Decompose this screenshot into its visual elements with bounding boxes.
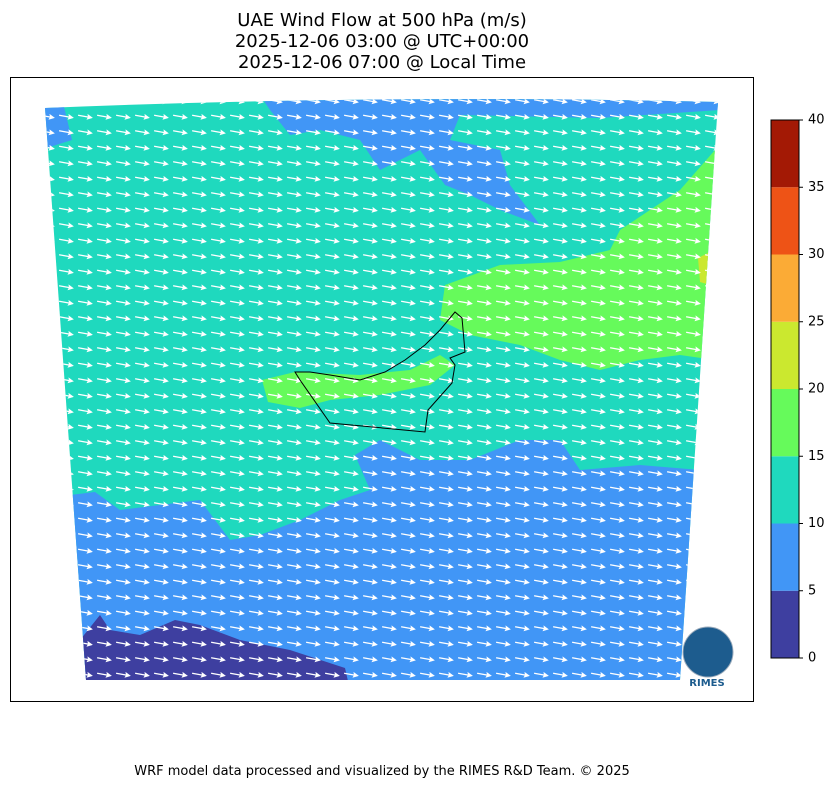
colorbar-tick-label: 5 <box>808 583 816 598</box>
colorbar-segment <box>771 456 799 524</box>
colorbar-segment <box>771 120 799 188</box>
colorbar-tick-label: 15 <box>808 449 825 464</box>
logo: RIMES <box>682 626 734 689</box>
colorbar-tick-label: 35 <box>808 180 825 195</box>
colorbar-segment <box>771 187 799 255</box>
colorbar: 0 5 10 15 20 25 30 35 40 <box>770 113 825 666</box>
colorbar-segment <box>771 321 799 389</box>
map-frame <box>10 77 754 702</box>
colorbar-segment <box>771 254 799 322</box>
colorbar-segment <box>771 389 799 457</box>
colorbar-tick-label: 30 <box>808 247 825 262</box>
title-line: 2025-12-06 03:00 @ UTC+00:00 <box>235 31 529 52</box>
wind-map <box>45 99 718 680</box>
footer: WRF model data processed and visualized … <box>134 764 630 779</box>
logo-emblem <box>682 626 734 678</box>
logo-text: RIMES <box>689 678 724 689</box>
colorbar-tick-label: 0 <box>808 651 816 666</box>
title-line: 2025-12-06 07:00 @ Local Time <box>238 52 526 73</box>
colorbar-tick-label: 40 <box>808 113 825 128</box>
title-line: UAE Wind Flow at 500 hPa (m/s) <box>237 10 526 31</box>
colorbar-segment <box>771 523 799 591</box>
colorbar-segment <box>771 590 799 658</box>
colorbar-tick-label: 25 <box>808 314 825 329</box>
colorbar-tick-label: 20 <box>808 382 825 397</box>
title-block: UAE Wind Flow at 500 hPa (m/s) 2025-12-0… <box>235 10 529 73</box>
colorbar-tick-label: 10 <box>808 516 825 531</box>
wind-arrows <box>45 99 718 680</box>
uae-border <box>294 311 466 433</box>
